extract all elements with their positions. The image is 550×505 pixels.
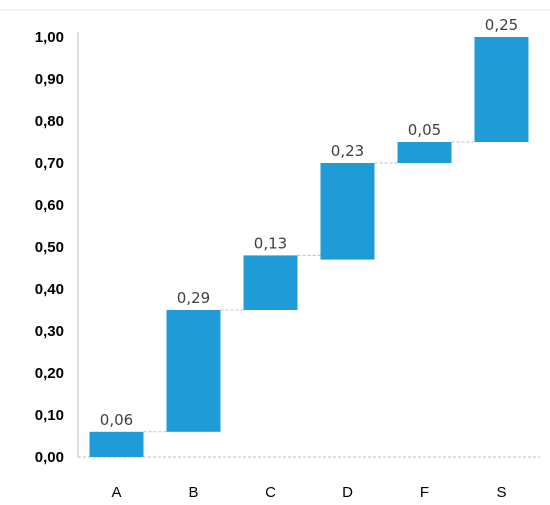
y-tick-label: 0,90 (35, 71, 64, 88)
bar-c (243, 255, 298, 310)
y-tick-label: 0,00 (35, 449, 64, 466)
y-tick-label: 0,60 (35, 197, 64, 214)
bar-d (320, 163, 375, 260)
x-tick-label: C (265, 484, 276, 501)
bar-s (474, 37, 529, 142)
data-label: 0,23 (331, 142, 364, 160)
x-tick-label: D (342, 484, 353, 501)
data-labels: 0,06 0,29 0,13 0,23 0,05 0,25 (100, 16, 518, 429)
y-tick-label: 0,80 (35, 113, 64, 130)
data-label: 0,05 (408, 121, 441, 139)
x-tick-label: F (420, 484, 429, 501)
x-tick-label: A (111, 484, 121, 501)
y-tick-label: 0,50 (35, 239, 64, 256)
bars (89, 37, 529, 457)
data-label: 0,29 (177, 289, 210, 307)
y-tick-label: 0,40 (35, 281, 64, 298)
y-tick-label: 0,70 (35, 155, 64, 172)
data-label: 0,13 (254, 234, 287, 252)
data-label: 0,25 (485, 16, 518, 34)
x-tick-label: B (188, 484, 198, 501)
y-axis-ticks: 0,00 0,10 0,20 0,30 0,40 0,50 0,60 0,70 0,80 0,90… (35, 29, 64, 466)
bar-a (89, 431, 144, 457)
bar-b (166, 310, 221, 432)
x-tick-label: S (496, 484, 506, 501)
data-label: 0,06 (100, 411, 133, 429)
y-tick-label: 0,20 (35, 365, 64, 382)
y-tick-label: 1,00 (35, 29, 64, 46)
y-tick-label: 0,10 (35, 407, 64, 424)
bar-f (397, 142, 452, 163)
connector-lines (143, 141, 475, 433)
y-tick-label: 0,30 (35, 323, 64, 340)
